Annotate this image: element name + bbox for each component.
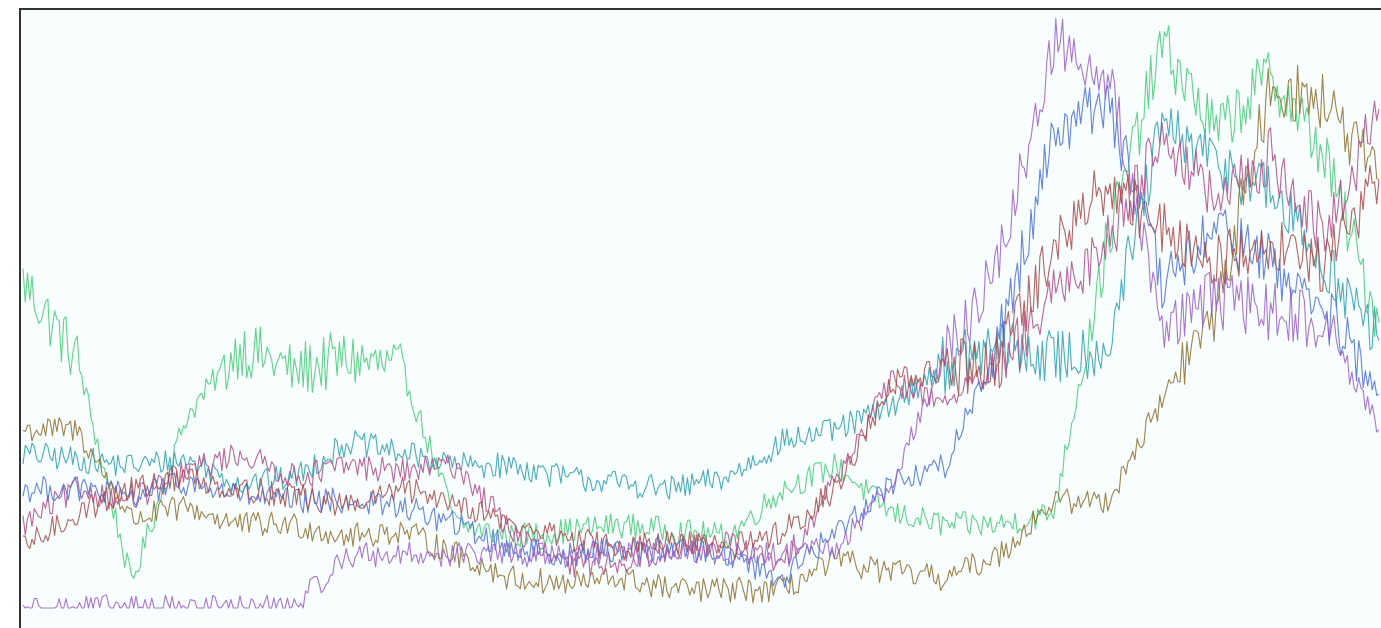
chart-frame [19, 8, 1381, 628]
series-line-3 [22, 64, 1380, 604]
series-line-2 [22, 108, 1380, 500]
series-line-5 [22, 85, 1380, 588]
line-chart [22, 18, 1380, 609]
series-line-4 [22, 100, 1380, 578]
series-line-7 [22, 165, 1380, 561]
series-line-6 [22, 18, 1380, 609]
series-group [22, 18, 1380, 609]
